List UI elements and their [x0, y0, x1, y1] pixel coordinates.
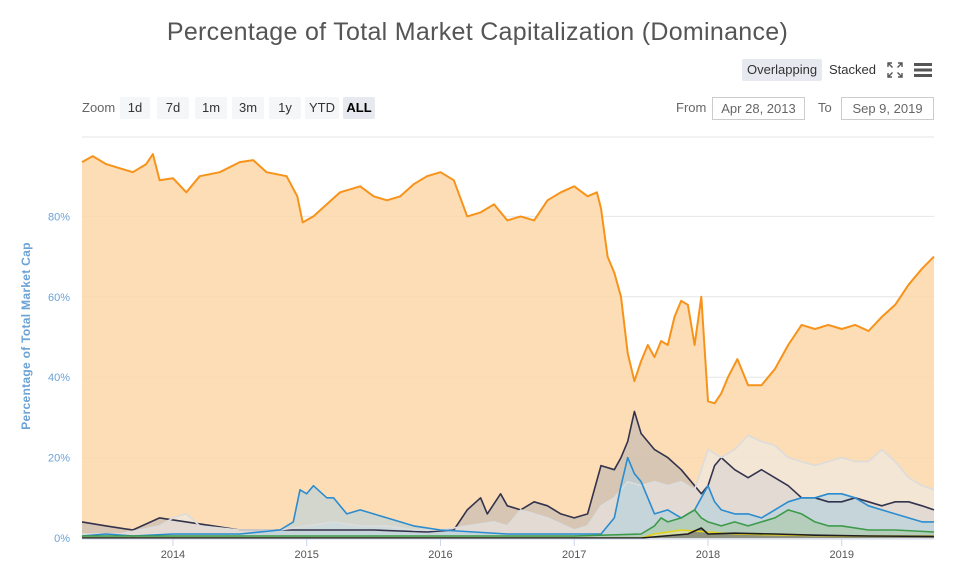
x-tick-label: 2016: [428, 549, 452, 561]
from-label: From: [676, 100, 707, 115]
to-label: To: [818, 100, 832, 115]
series-area-4: [82, 457, 934, 538]
fullscreen-icon[interactable]: [887, 62, 903, 78]
zoom-7d-button[interactable]: 7d: [157, 97, 189, 119]
series-area-7: [82, 528, 934, 538]
y-tick-label: 0%: [54, 533, 70, 545]
y-axis-label: Percentage of Total Market Cap: [19, 242, 33, 430]
x-tick-label: 2019: [829, 549, 853, 561]
from-date-input[interactable]: Apr 28, 2013: [712, 97, 805, 120]
to-date-input[interactable]: Sep 9, 2019: [841, 97, 934, 120]
y-tick-label: 80%: [48, 211, 70, 223]
zoom-ytd-button[interactable]: YTD: [305, 97, 339, 119]
series-line-3[interactable]: [82, 434, 935, 535]
series-line-4[interactable]: [81, 456, 934, 537]
zoom-3m-button[interactable]: 3m: [232, 97, 264, 119]
zoom-label: Zoom: [82, 100, 116, 115]
overlapping-toggle[interactable]: Overlapping: [742, 59, 823, 81]
y-tick-label: 40%: [48, 372, 70, 384]
series-area-5: [82, 509, 934, 538]
series-line-5[interactable]: [82, 509, 935, 537]
stacked-toggle[interactable]: Stacked: [829, 62, 876, 77]
zoom-1m-button[interactable]: 1m: [195, 97, 227, 119]
series-line-7[interactable]: [82, 527, 935, 539]
zoom-1d-button[interactable]: 1d: [120, 97, 150, 119]
series-line-2[interactable]: [81, 410, 935, 533]
page-title: Percentage of Total Market Capitalizatio…: [166, 18, 789, 46]
series-line-1[interactable]: [81, 153, 935, 405]
zoom-all-button[interactable]: ALL: [343, 97, 375, 119]
x-tick-label: 2015: [294, 549, 318, 561]
x-tick-label: 2018: [696, 549, 720, 561]
y-tick-label: 20%: [48, 453, 70, 465]
zoom-1y-button[interactable]: 1y: [269, 97, 301, 119]
x-tick-label: 2017: [562, 549, 586, 561]
x-tick-label: 2014: [161, 549, 185, 561]
series-area-1: [82, 154, 934, 538]
y-tick-label: 60%: [48, 292, 70, 304]
hamburger-menu-icon[interactable]: [913, 62, 933, 78]
